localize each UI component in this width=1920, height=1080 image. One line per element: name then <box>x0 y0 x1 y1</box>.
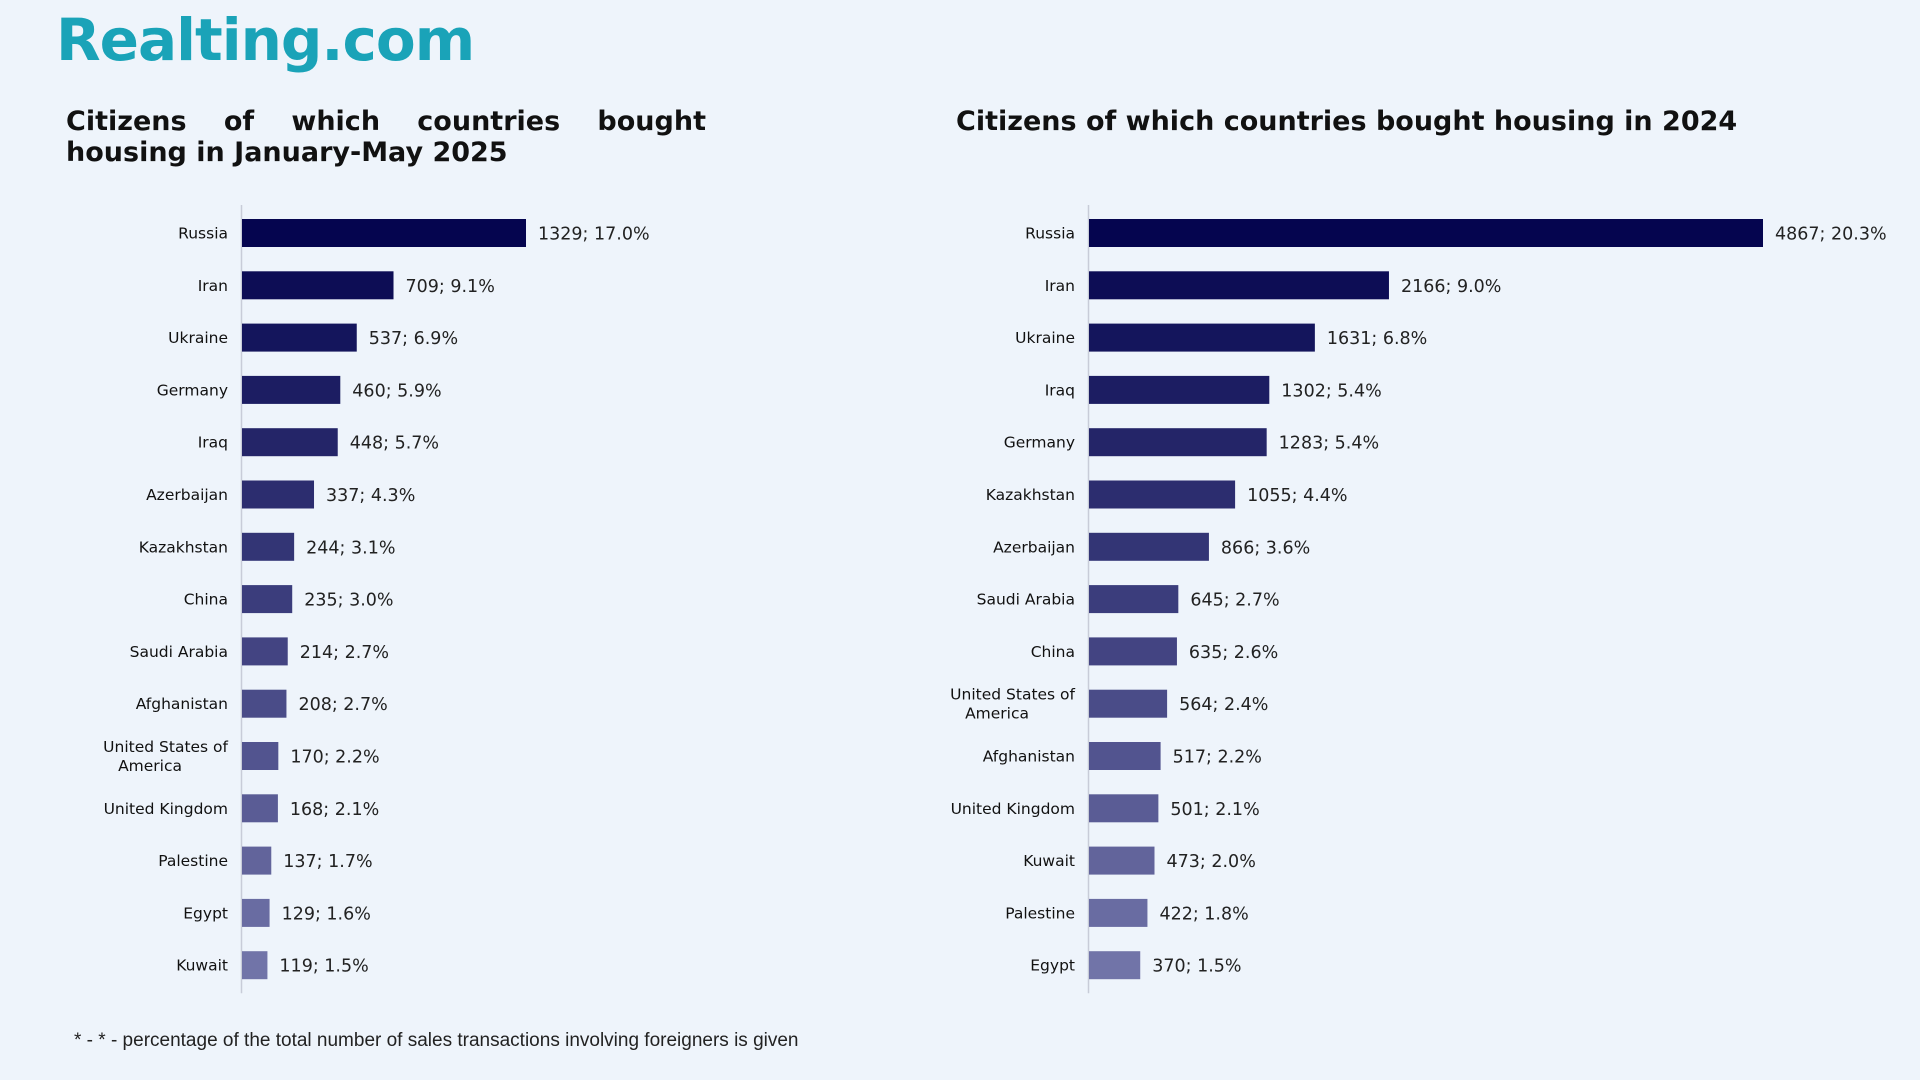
category-label: Iraq <box>198 434 228 452</box>
category-label: Kuwait <box>1023 852 1075 870</box>
data-label: 537; 6.9% <box>369 329 458 349</box>
bar <box>242 585 293 614</box>
data-label: 645; 2.7% <box>1190 591 1279 611</box>
data-label: 137; 1.7% <box>283 852 372 872</box>
category-label: Palestine <box>1005 904 1075 922</box>
category-label: Ukraine <box>1015 329 1075 347</box>
bar <box>242 375 341 404</box>
category-label: Kuwait <box>176 957 228 975</box>
category-label: Azerbaijan <box>993 538 1075 556</box>
data-label: 1302; 5.4% <box>1281 381 1381 401</box>
data-label: 170; 2.2% <box>290 748 379 768</box>
bar <box>242 323 357 352</box>
data-label: 1055; 4.4% <box>1247 486 1347 506</box>
category-label: Saudi Arabia <box>977 591 1075 609</box>
bar <box>242 428 338 457</box>
bar <box>242 689 287 718</box>
category-label: Egypt <box>183 904 228 922</box>
category-label: Russia <box>178 225 228 243</box>
bar <box>1089 689 1168 718</box>
data-label: 235; 3.0% <box>304 591 393 611</box>
chart-title-left: Citizens of which countries bought housi… <box>66 106 706 168</box>
category-label: Azerbaijan <box>146 486 228 504</box>
bar <box>242 951 268 980</box>
data-label: 244; 3.1% <box>306 538 395 558</box>
bar <box>242 480 315 509</box>
bar <box>242 532 295 561</box>
bar <box>1089 323 1315 352</box>
bar <box>1089 846 1155 875</box>
data-label: 517; 2.2% <box>1173 748 1262 768</box>
bar <box>242 637 288 666</box>
category-label: Palestine <box>158 852 228 870</box>
data-label: 208; 2.7% <box>298 695 387 715</box>
category-label: Afghanistan <box>136 695 228 713</box>
bar <box>1089 637 1177 666</box>
category-label: Afghanistan <box>983 748 1075 766</box>
category-label: United States of America <box>950 686 1075 723</box>
data-label: 214; 2.7% <box>300 643 389 663</box>
data-label: 473; 2.0% <box>1167 852 1256 872</box>
bar <box>1089 271 1389 300</box>
bar <box>242 898 270 927</box>
footnote: * - * - percentage of the total number o… <box>74 1030 799 1051</box>
category-label: Iraq <box>1045 381 1075 399</box>
data-label: 866; 3.6% <box>1221 538 1310 558</box>
data-label: 1283; 5.4% <box>1279 434 1379 454</box>
category-label: Iran <box>1045 277 1075 295</box>
data-label: 448; 5.7% <box>350 434 439 454</box>
category-label: United Kingdom <box>951 800 1075 818</box>
bar <box>1089 428 1267 457</box>
bar <box>242 219 526 247</box>
chart-title-right: Citizens of which countries bought housi… <box>956 106 1738 137</box>
data-label: 564; 2.4% <box>1179 695 1268 715</box>
bar <box>1089 375 1270 404</box>
category-label: China <box>1031 643 1075 661</box>
bar-chart-2024: 4867; 20.3% Russia 2166; 9.0% Iran 1631; 6.8… <box>950 205 1887 994</box>
data-label: 129; 1.6% <box>282 904 371 924</box>
category-label: Kazakhstan <box>139 538 228 556</box>
bar <box>242 794 278 823</box>
data-label: 1329; 17.0% <box>538 225 650 245</box>
data-label: 119; 1.5% <box>279 957 368 977</box>
bar <box>1089 480 1236 509</box>
category-label: Iran <box>198 277 228 295</box>
category-label: Ukraine <box>168 329 228 347</box>
data-label: 1631; 6.8% <box>1327 329 1427 349</box>
category-label: Saudi Arabia <box>130 643 228 661</box>
bar <box>1089 898 1148 927</box>
bar <box>242 846 272 875</box>
data-label: 422; 1.8% <box>1159 904 1248 924</box>
data-label: 2166; 9.0% <box>1401 277 1501 297</box>
category-label: United States of America <box>103 738 228 775</box>
data-label: 460; 5.9% <box>352 381 441 401</box>
category-label: Germany <box>1004 434 1075 452</box>
bar <box>1089 585 1179 614</box>
data-label: 337; 4.3% <box>326 486 415 506</box>
bar-chart-2025: 1329; 17.0% Russia 709; 9.1% Iran 537; 6.9% U… <box>103 205 650 994</box>
category-label: United Kingdom <box>104 800 228 818</box>
category-label: Kazakhstan <box>986 486 1075 504</box>
category-label: Egypt <box>1030 957 1075 975</box>
bar <box>1089 219 1763 247</box>
data-label: 168; 2.1% <box>290 800 379 820</box>
bar <box>1089 951 1141 980</box>
bar <box>242 271 394 300</box>
realting-logo[interactable]: Realting.com <box>56 6 475 74</box>
data-label: 370; 1.5% <box>1152 957 1241 977</box>
bar <box>242 742 279 770</box>
data-label: 635; 2.6% <box>1189 643 1278 663</box>
data-label: 501; 2.1% <box>1170 800 1259 820</box>
bar <box>1089 532 1209 561</box>
category-label: Germany <box>157 381 228 399</box>
data-label: 4867; 20.3% <box>1775 225 1887 245</box>
data-label: 709; 9.1% <box>406 277 495 297</box>
category-label: Russia <box>1025 225 1075 243</box>
category-label: China <box>184 591 228 609</box>
bar <box>1089 742 1161 770</box>
bar <box>1089 794 1159 823</box>
